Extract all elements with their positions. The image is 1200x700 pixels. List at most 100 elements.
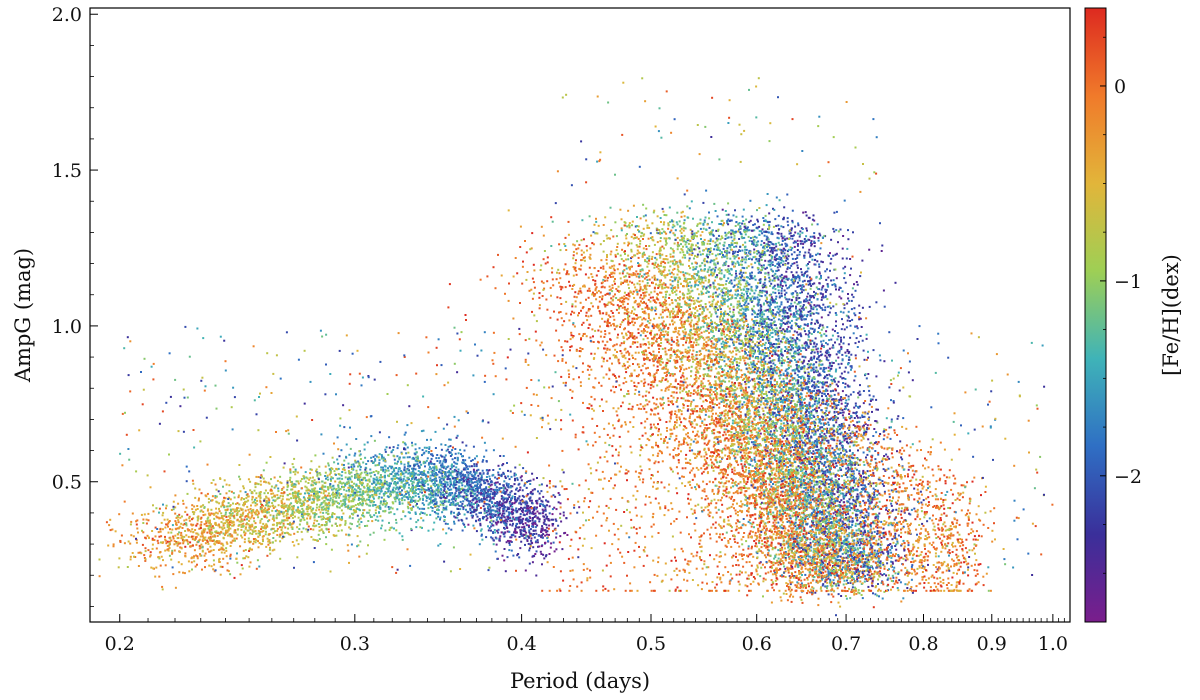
data-point [439, 491, 442, 494]
data-point [218, 532, 221, 535]
data-point [439, 516, 442, 519]
data-point [515, 487, 518, 490]
data-point [362, 512, 364, 515]
data-point [449, 474, 452, 476]
data-point [359, 453, 362, 456]
data-point [528, 512, 531, 515]
data-point [180, 534, 183, 537]
data-point [391, 471, 394, 474]
data-point [505, 490, 508, 493]
data-point [357, 490, 360, 493]
data-point [841, 487, 844, 490]
data-point [187, 560, 190, 563]
data-point [236, 533, 239, 536]
data-point [349, 522, 352, 525]
data-point [595, 220, 598, 223]
data-point [506, 462, 508, 464]
data-point [515, 518, 518, 521]
data-point [308, 494, 311, 497]
data-point [475, 463, 478, 466]
data-point [508, 494, 511, 496]
data-point [369, 494, 372, 497]
data-point [431, 507, 434, 509]
data-point [526, 501, 528, 504]
data-point [411, 467, 413, 470]
data-point [327, 513, 329, 516]
data-point [304, 480, 307, 483]
data-point [439, 460, 442, 463]
data-point [810, 240, 813, 243]
data-point [453, 461, 456, 464]
data-point [247, 478, 250, 481]
data-point [342, 464, 345, 466]
data-point [430, 487, 433, 490]
data-point [502, 515, 505, 518]
data-point [723, 447, 726, 450]
data-point [469, 488, 472, 491]
data-point [359, 497, 362, 500]
data-point [340, 482, 343, 485]
data-point [289, 503, 291, 506]
data-point [478, 511, 481, 514]
data-point [422, 519, 425, 522]
data-point [257, 532, 260, 535]
data-point [417, 465, 420, 467]
data-point [429, 513, 432, 516]
data-point [401, 489, 403, 492]
data-point [388, 521, 390, 524]
data-point [489, 498, 492, 501]
data-point [442, 502, 445, 505]
data-point [460, 470, 463, 473]
data-point [231, 512, 234, 515]
data-point [442, 483, 445, 485]
data-point [690, 312, 693, 315]
data-point [413, 474, 416, 477]
data-point [239, 515, 242, 518]
data-point [259, 493, 262, 496]
data-point [351, 484, 354, 487]
data-point [523, 533, 526, 536]
data-point [289, 514, 292, 517]
data-point [744, 416, 747, 418]
data-point [194, 539, 196, 541]
data-point [328, 501, 331, 504]
data-point [210, 549, 213, 552]
data-point [510, 490, 513, 493]
data-point [320, 528, 323, 531]
data-point [207, 516, 210, 519]
data-point [497, 473, 500, 476]
data-point [422, 498, 424, 501]
data-point [246, 505, 249, 508]
data-point [837, 432, 840, 435]
data-point [334, 495, 336, 498]
data-point [869, 546, 872, 549]
data-point [428, 462, 430, 465]
data-point [776, 305, 779, 308]
data-point [472, 488, 475, 491]
data-point [310, 536, 313, 538]
data-point [392, 491, 395, 494]
data-point [713, 270, 716, 273]
data-point [548, 533, 550, 536]
data-point [432, 495, 435, 498]
data-point [417, 519, 420, 522]
data-point [169, 528, 171, 531]
data-point [616, 242, 619, 245]
data-point [483, 502, 486, 505]
data-point [430, 496, 432, 499]
data-point [282, 515, 285, 518]
data-point [216, 532, 219, 535]
data-point [287, 484, 290, 487]
data-point [325, 521, 328, 523]
data-point [311, 508, 314, 511]
data-point [232, 539, 235, 542]
data-point [144, 559, 147, 562]
data-point [753, 388, 756, 390]
data-point [338, 477, 341, 480]
data-point [514, 479, 516, 482]
data-point [246, 522, 248, 525]
data-point [313, 513, 316, 516]
data-point [212, 568, 215, 571]
data-point [348, 490, 351, 493]
data-point [715, 394, 718, 397]
